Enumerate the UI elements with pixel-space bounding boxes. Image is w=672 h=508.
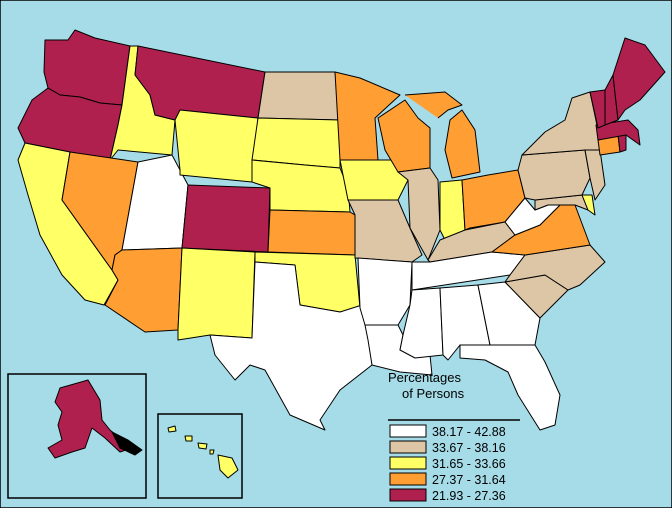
- state-ga: [477, 281, 541, 346]
- state-hi: [167, 425, 239, 479]
- alaska-panhandle: [111, 431, 143, 456]
- state-ak: [47, 379, 133, 459]
- legend-label-3: 31.65 - 33.66: [432, 457, 506, 471]
- state-de: [581, 194, 596, 216]
- state-la: [364, 324, 433, 376]
- state-sd: [251, 117, 341, 169]
- state-nm: [177, 247, 256, 341]
- legend-swatch-1: [389, 424, 427, 438]
- legend-label-4: 27.37 - 31.64: [432, 473, 506, 487]
- legend-items: 38.17 - 42.88 33.67 - 38.16 31.65 - 33.66 2…: [389, 424, 506, 503]
- legend-label-2: 33.67 - 38.16: [432, 441, 506, 455]
- legend-swatch-5: [389, 488, 427, 502]
- state-ma: [595, 119, 641, 146]
- state-co: [181, 184, 271, 253]
- state-fl: [459, 344, 561, 431]
- legend-label-1: 38.17 - 42.88: [432, 425, 506, 439]
- state-ri: [617, 134, 627, 153]
- state-il: [397, 167, 441, 261]
- state-mi: [404, 91, 481, 179]
- alaska-inset-frame: [7, 373, 147, 499]
- state-ar: [357, 257, 413, 326]
- state-mo: [347, 199, 423, 263]
- legend-label-5: 21.93 - 27.36: [432, 489, 506, 503]
- state-wy: [174, 109, 259, 183]
- legend-swatch-3: [389, 456, 427, 470]
- legend-title-line1: Percentages: [388, 370, 461, 385]
- hawaii-inset-frame: [157, 413, 243, 499]
- state-ia: [339, 159, 409, 201]
- state-ks: [267, 209, 356, 256]
- legend-swatch-2: [389, 440, 427, 454]
- legend-swatch-4: [389, 472, 427, 486]
- state-tx: [209, 261, 373, 431]
- state-me: [612, 37, 666, 121]
- legend: Percentages of Persons 38.17 - 42.88 33.6…: [388, 370, 520, 503]
- state-wi: [377, 99, 431, 173]
- legend-title-line2: of Persons: [402, 386, 465, 401]
- state-pa: [517, 149, 591, 201]
- state-nd: [257, 71, 341, 121]
